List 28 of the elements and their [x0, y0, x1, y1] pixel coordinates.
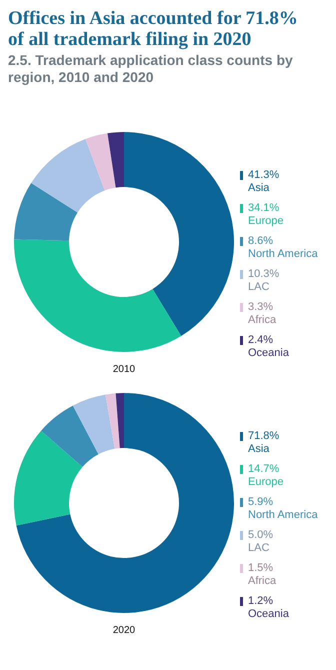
legend-label: Asia	[248, 182, 270, 195]
data-label: 34.1%	[248, 202, 280, 215]
data-label: 71.8%	[248, 430, 280, 443]
legend-label: LAC	[248, 542, 270, 555]
legend-label: Oceania	[248, 347, 289, 360]
data-label: 41.3%	[248, 169, 280, 182]
data-label: 5.9%	[248, 496, 274, 509]
legend-label: North America	[248, 509, 318, 522]
legend-label: Europe	[248, 215, 284, 228]
data-label: 1.2%	[248, 595, 274, 608]
legend-label: Europe	[248, 476, 284, 489]
text: 2020	[112, 625, 136, 636]
data-label: 3.3%	[248, 301, 274, 314]
data-label: 5.0%	[248, 529, 274, 542]
legend-label: LAC	[248, 281, 270, 294]
text: 2010	[112, 364, 136, 375]
data-label: 2.4%	[248, 334, 274, 347]
legend-label: Africa	[248, 314, 276, 327]
data-label: 14.7%	[248, 463, 280, 476]
data-label: 10.3%	[248, 268, 280, 281]
chart-title: Offices in Asia accounted for 71.8% of all trademark filing in 2020	[8, 8, 299, 50]
legend-label: Africa	[248, 575, 276, 588]
data-label: 1.5%	[248, 562, 274, 575]
legend-label: Asia	[248, 443, 270, 456]
legend-label: Oceania	[248, 608, 289, 621]
chart-subtitle: 2.5. Trademark application class counts by region, 2010 and 2020	[8, 52, 294, 86]
data-label: 8.6%	[248, 235, 274, 248]
legend-label: North America	[248, 248, 318, 261]
